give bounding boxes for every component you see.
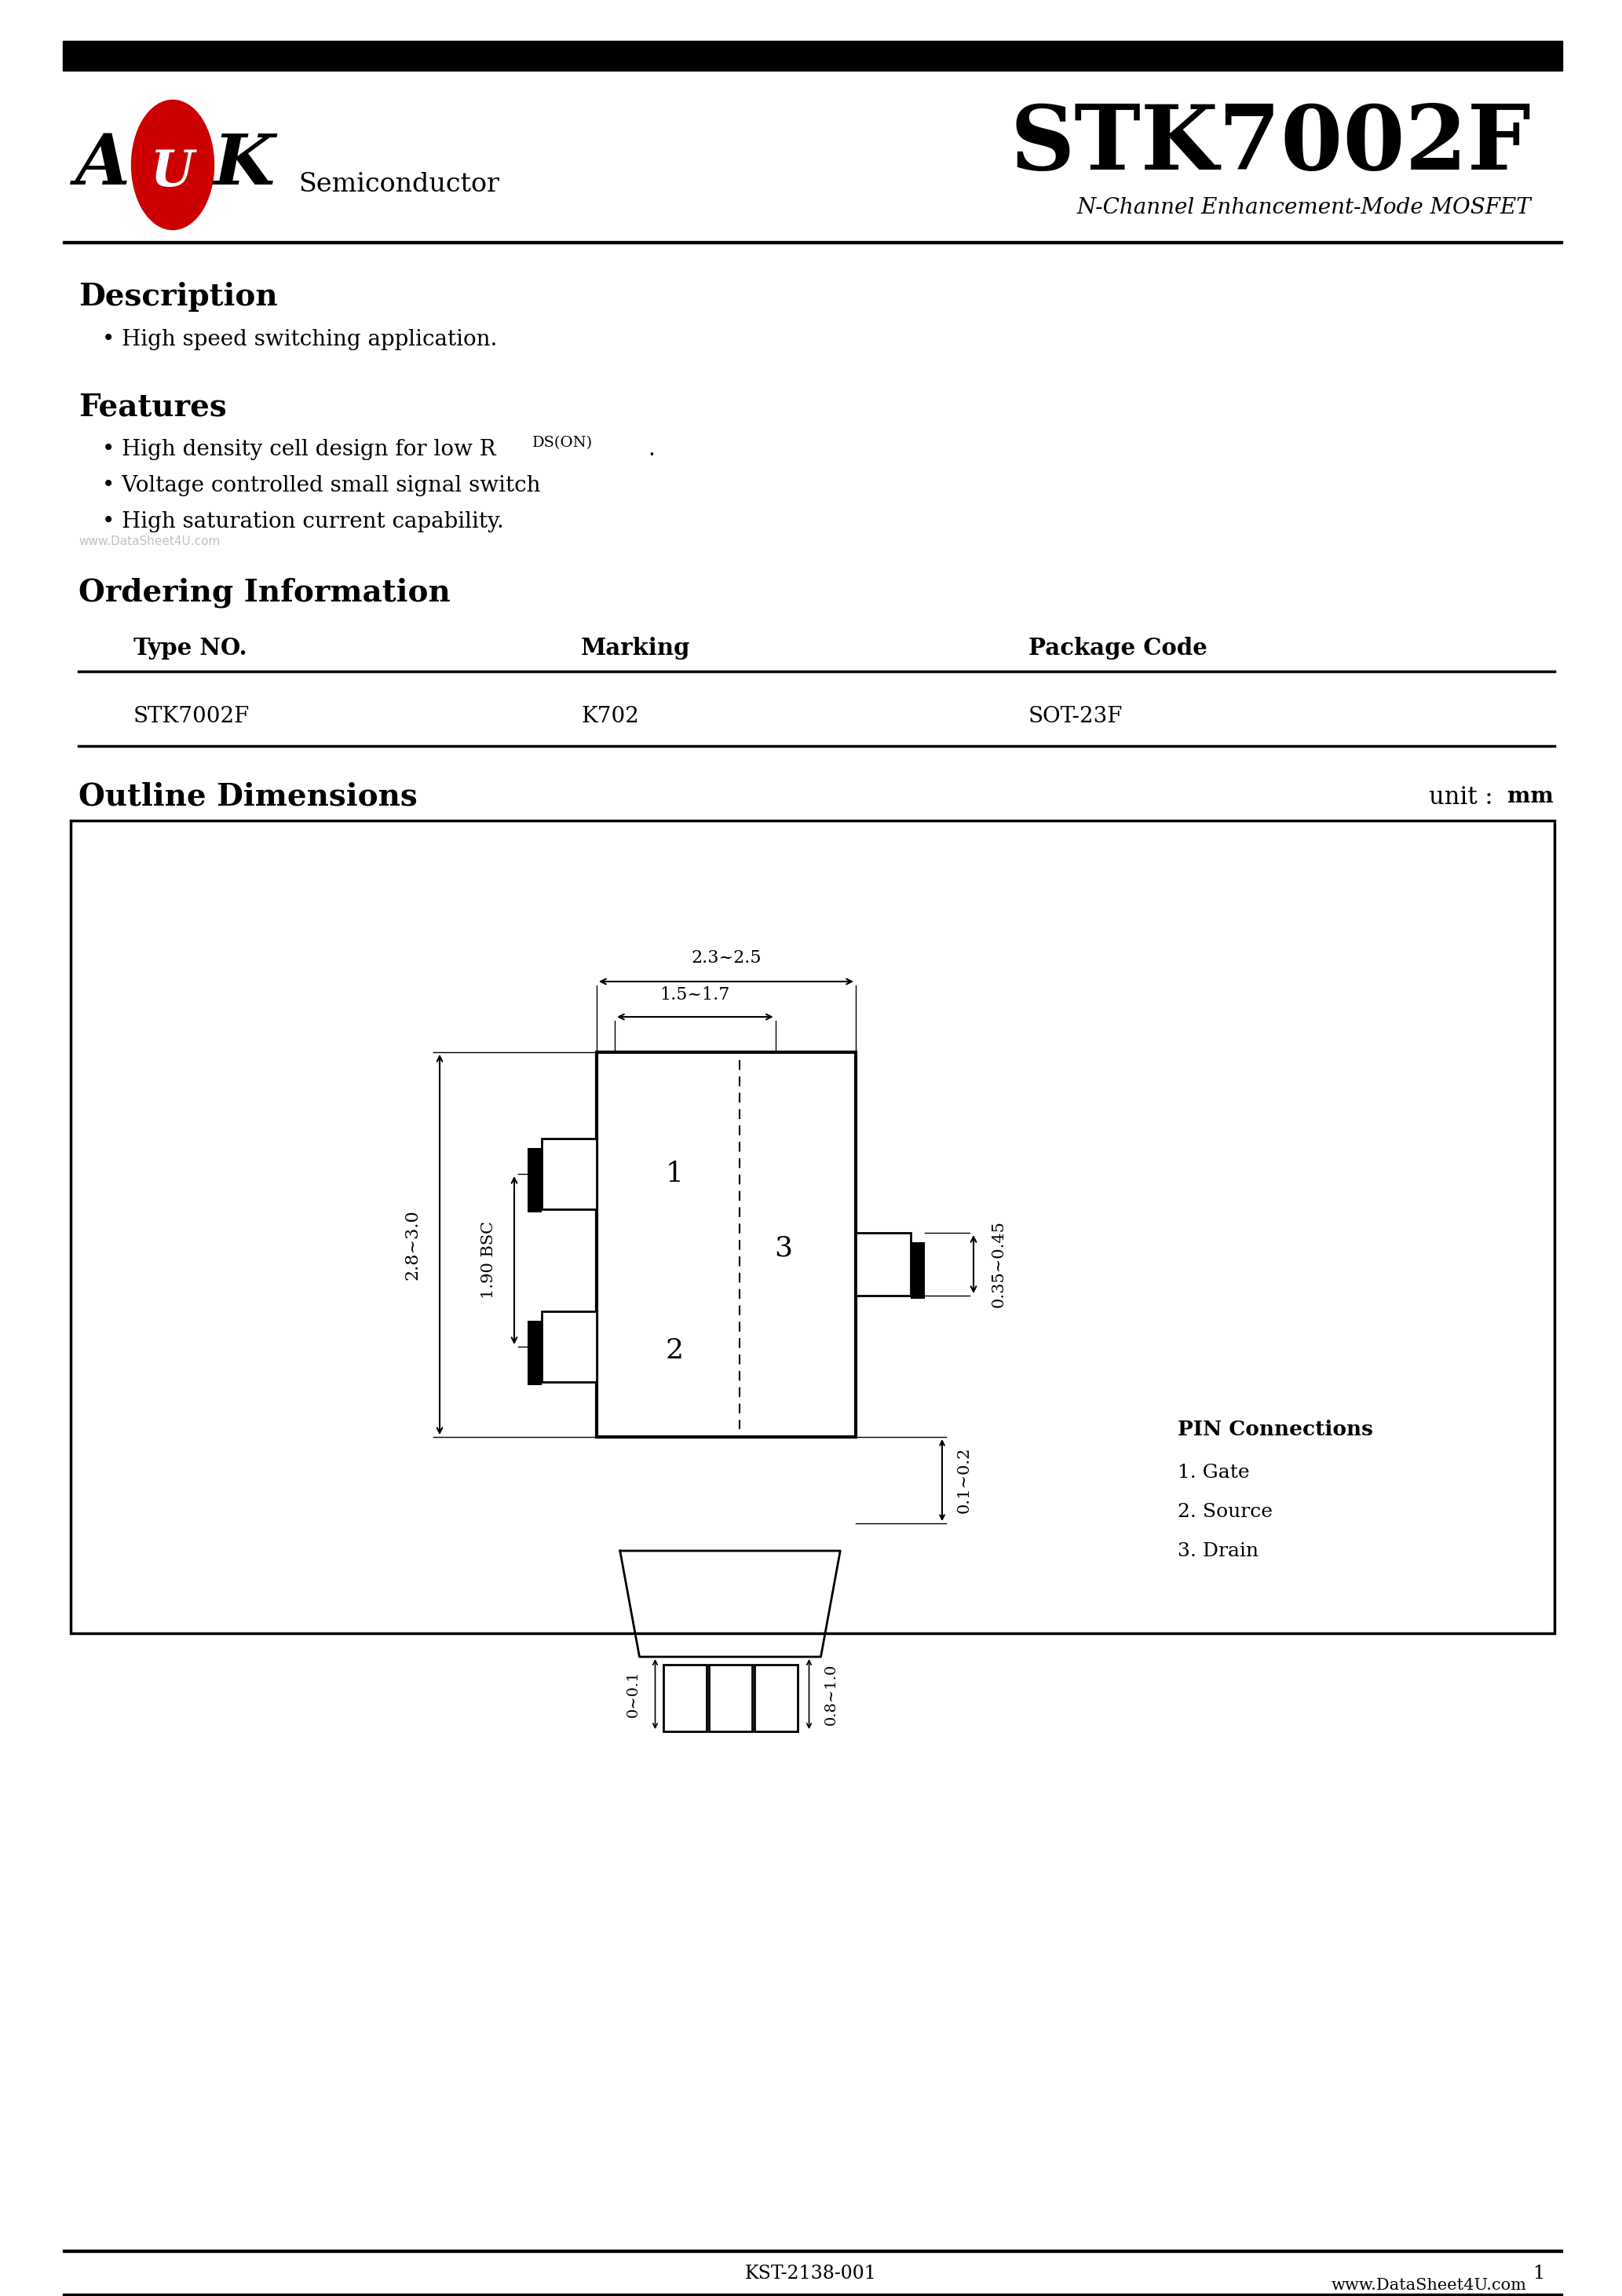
Text: Type NO.: Type NO. xyxy=(133,636,247,659)
Bar xyxy=(63,241,1562,243)
Text: 2.3~2.5: 2.3~2.5 xyxy=(691,948,761,967)
Bar xyxy=(754,1665,798,1731)
Text: • High saturation current capability.: • High saturation current capability. xyxy=(102,510,504,533)
Text: Semiconductor: Semiconductor xyxy=(298,172,500,197)
Text: A: A xyxy=(75,131,130,200)
Text: K: K xyxy=(212,131,274,200)
Text: 3: 3 xyxy=(774,1235,792,1263)
Text: STK7002F: STK7002F xyxy=(1011,101,1531,188)
Text: www.DataSheet4U.com: www.DataSheet4U.com xyxy=(78,535,221,549)
Text: 0.1~0.2: 0.1~0.2 xyxy=(957,1446,972,1513)
Text: • High speed switching application.: • High speed switching application. xyxy=(102,328,498,349)
Text: 0.35~0.45: 0.35~0.45 xyxy=(991,1221,1006,1309)
Text: .: . xyxy=(647,439,655,459)
Text: 2: 2 xyxy=(665,1336,683,1364)
Text: 0~0.1: 0~0.1 xyxy=(626,1671,641,1717)
Text: www.DataSheet4U.com: www.DataSheet4U.com xyxy=(1332,2278,1526,2291)
Bar xyxy=(597,1052,856,1437)
Text: mm: mm xyxy=(1507,788,1554,808)
Text: U: U xyxy=(151,149,195,197)
Text: Marking: Marking xyxy=(581,636,691,659)
Bar xyxy=(542,1311,597,1382)
Text: K702: K702 xyxy=(581,705,639,728)
Text: 1: 1 xyxy=(1533,2264,1544,2282)
Text: Features: Features xyxy=(78,393,227,422)
Text: 0.8~1.0: 0.8~1.0 xyxy=(824,1662,839,1724)
Text: PIN Connections: PIN Connections xyxy=(1178,1419,1374,1440)
Text: KST-2138-001: KST-2138-001 xyxy=(744,2264,878,2282)
Text: unit :: unit : xyxy=(1429,785,1492,808)
Bar xyxy=(709,1665,751,1731)
Text: SOT-23F: SOT-23F xyxy=(1028,705,1122,728)
Text: Outline Dimensions: Outline Dimensions xyxy=(78,783,417,813)
Bar xyxy=(663,1665,706,1731)
Text: Description: Description xyxy=(78,282,277,312)
Bar xyxy=(542,1139,597,1210)
Bar xyxy=(63,2250,1562,2252)
Text: 1.90 BSC: 1.90 BSC xyxy=(482,1221,496,1300)
Bar xyxy=(527,1320,542,1384)
Text: 1.5~1.7: 1.5~1.7 xyxy=(660,987,730,1003)
Text: Package Code: Package Code xyxy=(1028,636,1207,659)
Text: • High density cell design for low R: • High density cell design for low R xyxy=(102,439,496,459)
Bar xyxy=(63,41,1562,71)
Bar xyxy=(63,2294,1562,2296)
Bar xyxy=(856,1233,910,1295)
Text: 1. Gate: 1. Gate xyxy=(1178,1463,1249,1481)
Text: Ordering Information: Ordering Information xyxy=(78,579,451,608)
Text: DS(ON): DS(ON) xyxy=(532,436,594,450)
Ellipse shape xyxy=(131,101,214,230)
Bar xyxy=(527,1148,542,1212)
Bar xyxy=(71,820,1554,1632)
Text: 3. Drain: 3. Drain xyxy=(1178,1543,1259,1559)
Bar xyxy=(910,1242,925,1300)
Text: STK7002F: STK7002F xyxy=(133,705,250,728)
Text: 2.8~3.0: 2.8~3.0 xyxy=(404,1210,420,1279)
Text: N-Channel Enhancement-Mode MOSFET: N-Channel Enhancement-Mode MOSFET xyxy=(1077,197,1531,218)
Text: 1: 1 xyxy=(665,1159,683,1187)
Text: • Voltage controlled small signal switch: • Voltage controlled small signal switch xyxy=(102,475,540,496)
Text: 2. Source: 2. Source xyxy=(1178,1502,1273,1520)
